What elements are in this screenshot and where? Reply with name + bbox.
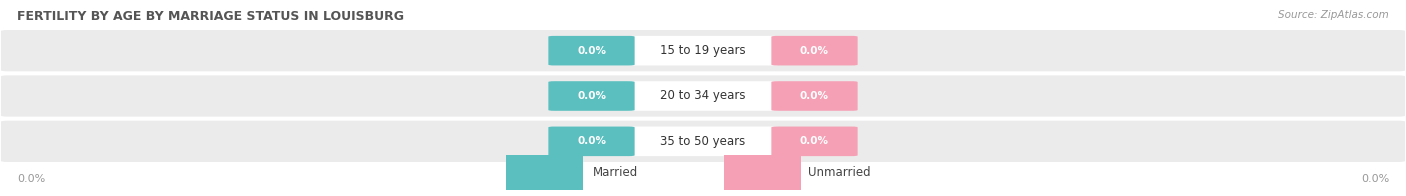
Text: 0.0%: 0.0%	[17, 174, 45, 184]
Text: Source: ZipAtlas.com: Source: ZipAtlas.com	[1278, 10, 1389, 20]
Text: 0.0%: 0.0%	[576, 91, 606, 101]
Text: 0.0%: 0.0%	[800, 46, 830, 56]
Text: 0.0%: 0.0%	[1361, 174, 1389, 184]
Text: 0.0%: 0.0%	[576, 46, 606, 56]
Text: 15 to 19 years: 15 to 19 years	[661, 44, 745, 57]
Text: 0.0%: 0.0%	[576, 136, 606, 146]
Text: 0.0%: 0.0%	[800, 136, 830, 146]
Text: 20 to 34 years: 20 to 34 years	[661, 90, 745, 103]
Text: 35 to 50 years: 35 to 50 years	[661, 135, 745, 148]
Text: Unmarried: Unmarried	[808, 166, 872, 179]
Text: Married: Married	[593, 166, 638, 179]
Text: FERTILITY BY AGE BY MARRIAGE STATUS IN LOUISBURG: FERTILITY BY AGE BY MARRIAGE STATUS IN L…	[17, 10, 404, 23]
Text: 0.0%: 0.0%	[800, 91, 830, 101]
